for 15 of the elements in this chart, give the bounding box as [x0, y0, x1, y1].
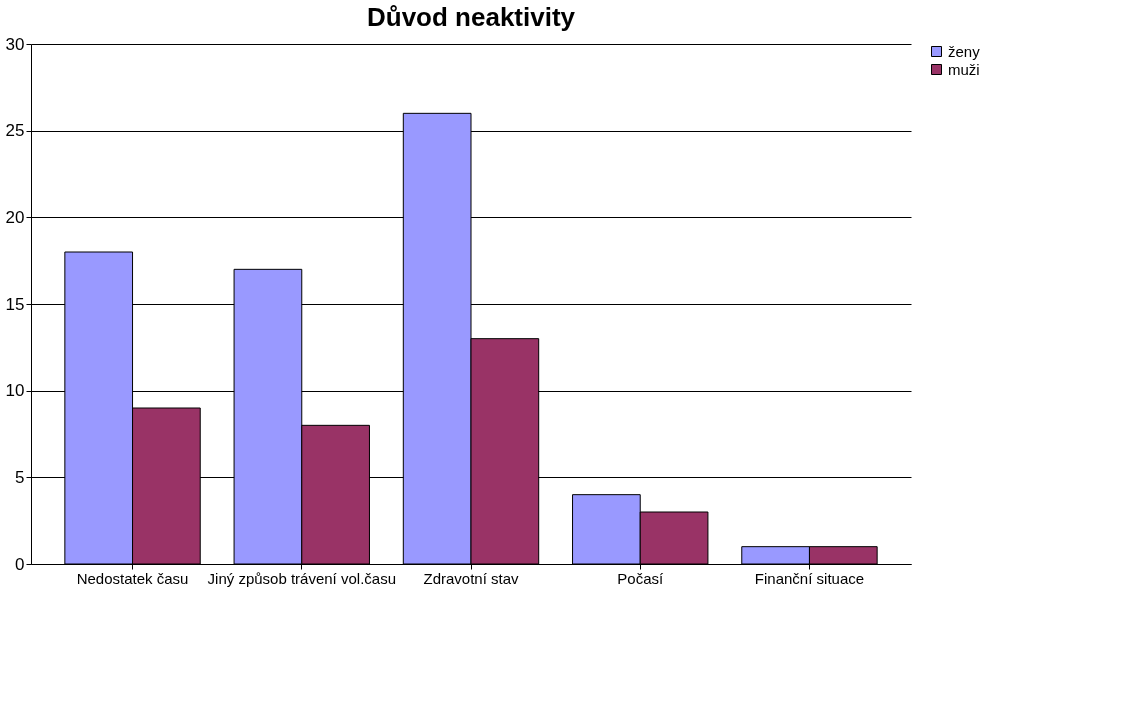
x-tick-label: Počasí: [617, 569, 664, 587]
y-tick-label: 10: [5, 381, 25, 401]
legend-label: muži: [948, 60, 980, 78]
chart-title: Důvod neaktivity: [366, 2, 576, 32]
y-tick-label: 25: [5, 121, 25, 141]
y-tick-label: 5: [15, 467, 25, 487]
y-tick-label: 20: [5, 207, 25, 227]
x-tick-label: Nedostatek času: [76, 569, 189, 587]
y-tick-label: 30: [5, 34, 25, 54]
x-tick-label: Zdravotní stav: [423, 569, 520, 587]
x-tick-label: Jiný způsob trávení vol.času: [207, 569, 396, 587]
legend-label: ženy: [948, 42, 981, 60]
y-tick-label: 0: [15, 554, 25, 574]
x-tick-label: Finanční situace: [754, 569, 865, 587]
y-tick-label: 15: [5, 294, 25, 314]
